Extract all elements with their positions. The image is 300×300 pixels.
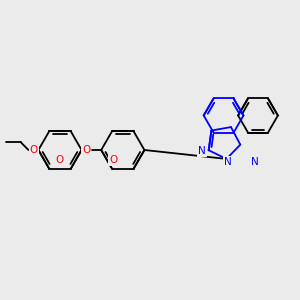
Text: N: N bbox=[224, 157, 232, 167]
Text: N: N bbox=[251, 157, 259, 167]
Text: N: N bbox=[198, 146, 206, 156]
Text: O: O bbox=[56, 155, 64, 165]
Text: O: O bbox=[109, 155, 117, 165]
Text: O: O bbox=[82, 145, 90, 155]
Text: O: O bbox=[30, 145, 38, 155]
